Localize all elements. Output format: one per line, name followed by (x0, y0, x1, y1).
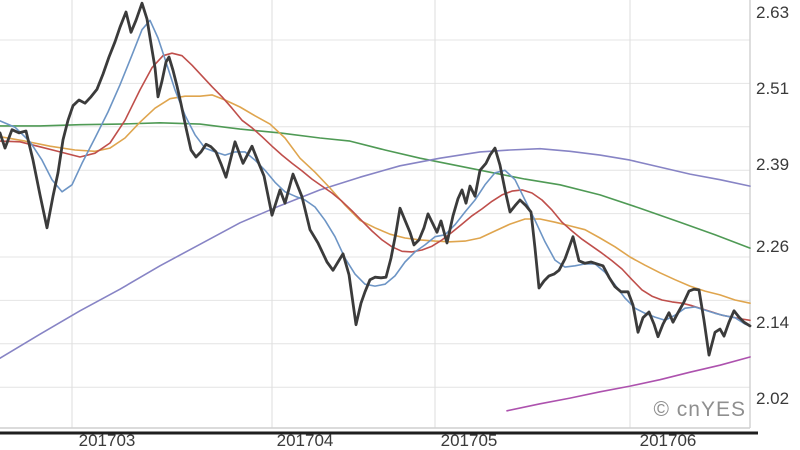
y-axis-tick-label: 2.63 (756, 3, 789, 22)
series-ma-magenta (506, 356, 751, 412)
watermark-cnyes: © cnYES (653, 398, 746, 421)
series-ma-green (0, 122, 751, 249)
y-axis-tick-label: 2.02 (756, 389, 789, 408)
y-axis-tick-label: 2.14 (756, 313, 789, 332)
series-price (0, 1, 752, 357)
y-axis-tick-label: 2.39 (756, 155, 789, 174)
series-ma-orange (0, 94, 751, 305)
series-ma-purple (0, 147, 751, 360)
y-axis-tick-label: 2.26 (756, 237, 789, 256)
y-axis-tick-label: 2.51 (756, 79, 789, 98)
x-axis-tick-label: 201705 (441, 431, 498, 450)
series-ma-red (0, 52, 751, 322)
x-axis-tick-label: 201703 (79, 431, 136, 450)
x-axis-tick-label: 201704 (277, 431, 334, 450)
x-axis-tick-label: 201706 (640, 431, 697, 450)
